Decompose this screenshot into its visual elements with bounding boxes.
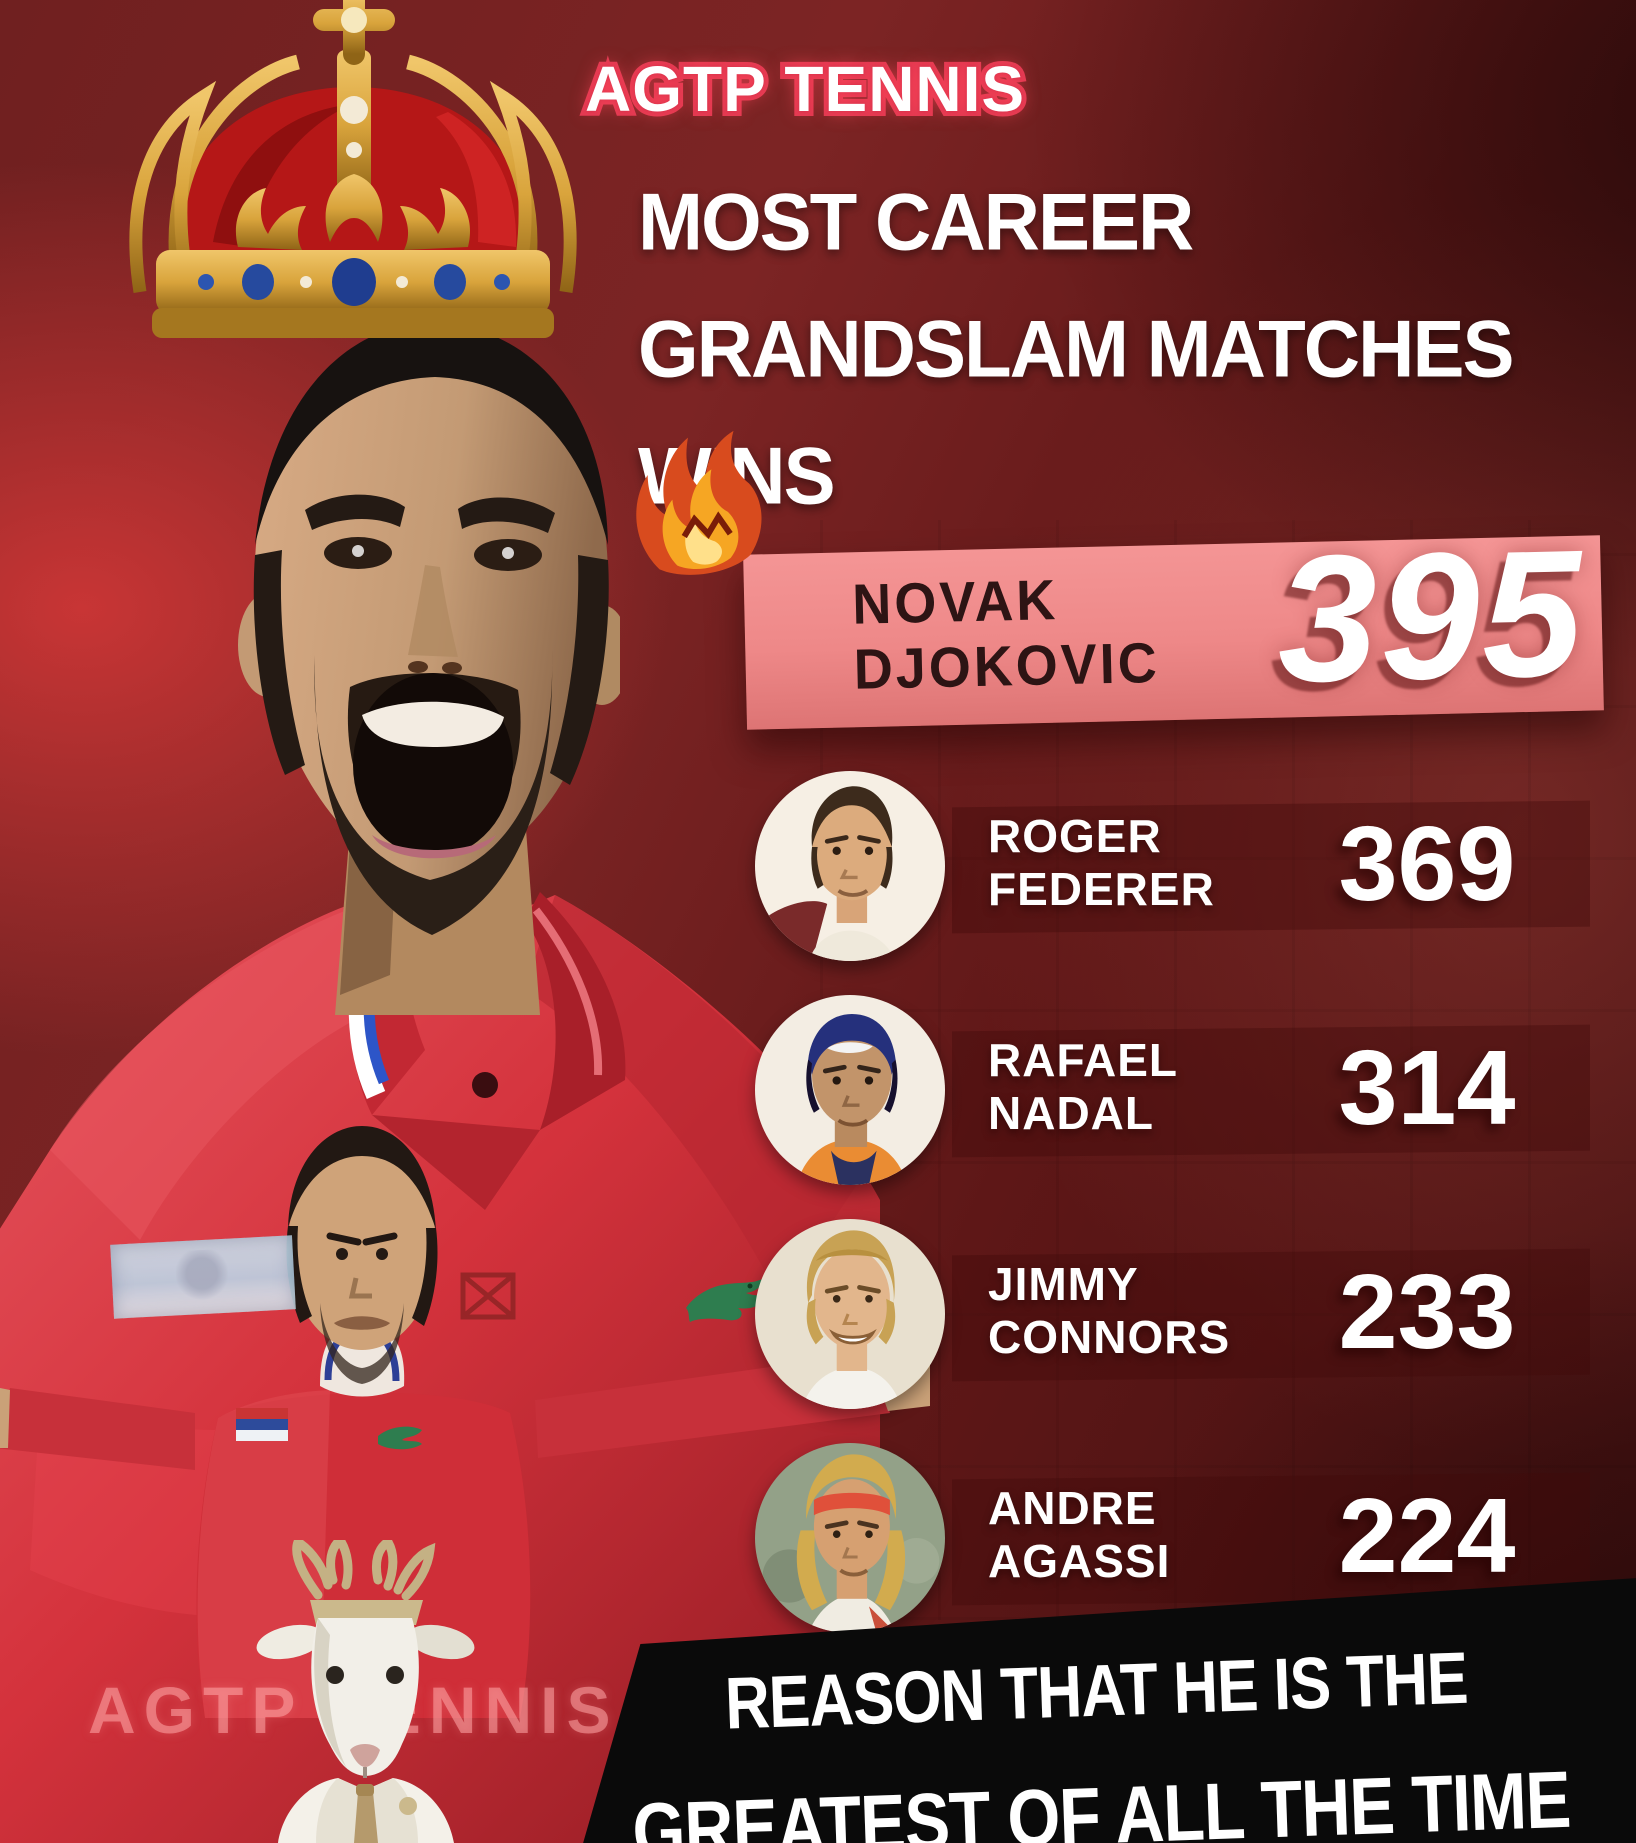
player-last-name: NADAL (988, 1087, 1154, 1139)
stitched-x-detail (460, 1272, 516, 1320)
player-last-name: AGASSI (988, 1535, 1171, 1587)
nadal-avatar (755, 995, 945, 1185)
player-name: JIMMY CONNORS (988, 1258, 1318, 1364)
connors-avatar (755, 1219, 945, 1409)
leader-name: NOVAK DJOKOVIC (852, 565, 1161, 702)
agassi-avatar (755, 1443, 945, 1633)
djokovic-face-image (238, 322, 620, 1015)
crown-icon (129, 0, 577, 338)
leader-banner: NOVAK DJOKOVIC 395 (743, 513, 1604, 730)
federer-avatar (755, 771, 945, 961)
player-value: 314 (1338, 1029, 1516, 1147)
player-last-name: FEDERER (988, 863, 1215, 915)
leader-value: 395 (1275, 512, 1586, 721)
flag-emblem (174, 1248, 230, 1304)
brand-header: AGTP TENNIS (580, 48, 1029, 130)
title-line-1: MOST CAREER (638, 175, 1194, 268)
player-first-name: JIMMY (988, 1258, 1139, 1310)
player-first-name: ANDRE (988, 1482, 1157, 1534)
lacoste-crocodile-icon (686, 1278, 768, 1322)
player-last-name: CONNORS (988, 1311, 1231, 1363)
footer-line-1: REASON THAT HE IS THE (723, 1637, 1469, 1746)
goat-in-suit-mascot-icon (256, 1540, 475, 1843)
leader-first-name: NOVAK (851, 568, 1059, 637)
player-value: 224 (1338, 1477, 1516, 1595)
player-first-name: RAFAEL (988, 1034, 1178, 1086)
title-line-2: GRANDSLAM MATCHES (638, 302, 1515, 395)
player-first-name: ROGER (988, 810, 1162, 862)
serbia-flag-patch (110, 1235, 296, 1319)
footer-line-2: GREATEST OF ALL THE TIME (630, 1754, 1572, 1843)
leader-last-name: DJOKOVIC (853, 631, 1161, 702)
page-title: MOST CAREER GRANDSLAM MATCHES WINS (638, 158, 1515, 539)
player-name: RAFAEL NADAL (988, 1034, 1318, 1140)
player-value: 233 (1338, 1253, 1516, 1371)
burning-crown-flame-icon (636, 430, 762, 575)
player-value: 369 (1338, 805, 1516, 923)
player-name: ANDRE AGASSI (988, 1482, 1318, 1588)
player-name: ROGER FEDERER (988, 810, 1318, 916)
